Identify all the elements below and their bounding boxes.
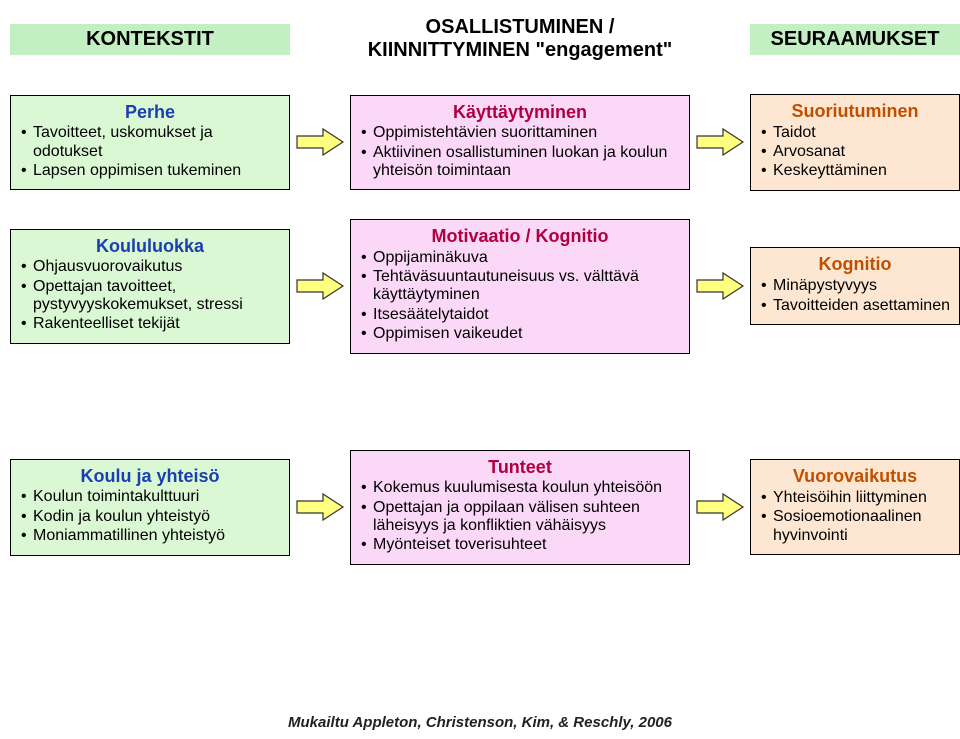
context-box: KoululuokkaOhjausvuorovaikutus Opettajan … — [10, 229, 290, 344]
engagement-box: Motivaatio / Kognitio OppijaminäkuvaTehtä… — [350, 219, 690, 354]
list-item: Kodin ja koulun yhteistyö — [21, 508, 281, 526]
box-title: Suoriutuminen — [759, 101, 951, 122]
box-title: Tunteet — [359, 457, 681, 478]
list-item: Tavoitteet, uskomukset ja odotukset — [21, 124, 281, 161]
box-title: Koululuokka — [19, 236, 281, 257]
engagement-box: TunteetKokemus kuulumisesta koulun yhtei… — [350, 450, 690, 565]
list-item: Oppimistehtävien suorittaminen — [361, 124, 681, 142]
list-item: Itsesäätelytaidot — [361, 306, 681, 324]
arrow-icon — [690, 492, 750, 522]
arrow-icon — [690, 127, 750, 157]
list-item: Myönteiset toverisuhteet — [361, 536, 681, 554]
list-item: Lapsen oppimisen tukeminen — [21, 162, 281, 180]
list-item: Oppimisen vaikeudet — [361, 325, 681, 343]
engagement-box: KäyttäytyminenOppimistehtävien suorittam… — [350, 95, 690, 191]
list-item: Rakenteelliset tekijät — [21, 315, 281, 333]
box-title: Motivaatio / Kognitio — [359, 226, 681, 247]
arrow-icon — [290, 271, 350, 301]
list-item: Koulun toimintakulttuuri — [21, 488, 281, 506]
list-item: Oppijaminäkuva — [361, 249, 681, 267]
box-title: Kognitio — [759, 254, 951, 275]
list-item: Yhteisöihin liittyminen — [761, 489, 951, 507]
arrow-icon — [290, 127, 350, 157]
context-box: Koulu ja yhteisöKoulun toimintakulttuuri… — [10, 459, 290, 556]
outcome-box: Suoriutuminen TaidotArvosanatKeskeyttämin… — [750, 94, 960, 191]
arrow-icon — [690, 271, 750, 301]
list-item: Ohjausvuorovaikutus — [21, 258, 281, 276]
list-item: Taidot — [761, 124, 951, 142]
citation-text: Mukailtu Appleton, Christenson, Kim, & R… — [0, 714, 960, 731]
list-item: Opettajan ja oppilaan välisen suhteen lä… — [361, 499, 681, 536]
outcome-box: Kognitio Minäpystyvyys Tavoitteiden asetta… — [750, 247, 960, 324]
box-title: Vuorovaikutus — [759, 466, 951, 487]
list-item: Keskeyttäminen — [761, 162, 951, 180]
column-header-seuraamukset: SEURAAMUKSET — [750, 24, 960, 55]
list-item: Opettajan tavoitteet, pystyvyyskokemukse… — [21, 278, 281, 315]
list-item: Sosioemotio­naalinen hyvinvointi — [761, 508, 951, 545]
list-item: Moniammatillinen yhteistyö — [21, 527, 281, 545]
list-item: Aktiivinen osallistuminen luokan ja koul… — [361, 144, 681, 181]
arrow-icon — [290, 492, 350, 522]
box-title: Koulu ja yhteisö — [19, 466, 281, 487]
column-header-kontekstit: KONTEKSTIT — [10, 24, 290, 55]
box-title: Käyttäytyminen — [359, 102, 681, 123]
list-item: Tehtäväsuuntautuneisuus vs. välttävä käy… — [361, 268, 681, 305]
context-box: PerheTavoitteet, uskomukset ja odotukset… — [10, 95, 290, 191]
outcome-box: Vuorovaikutus Yhteisöihin liittyminenSosi… — [750, 459, 960, 555]
box-title: Perhe — [19, 102, 281, 123]
list-item: Arvosanat — [761, 143, 951, 161]
list-item: Kokemus kuulumisesta koulun yhteisöön — [361, 479, 681, 497]
list-item: Tavoitteiden asettaminen — [761, 297, 951, 315]
list-item: Minäpystyvyys — [761, 277, 951, 295]
column-header-osallistuminen: OSALLISTUMINEN /KIINNITTYMINEN "engageme… — [350, 12, 690, 66]
